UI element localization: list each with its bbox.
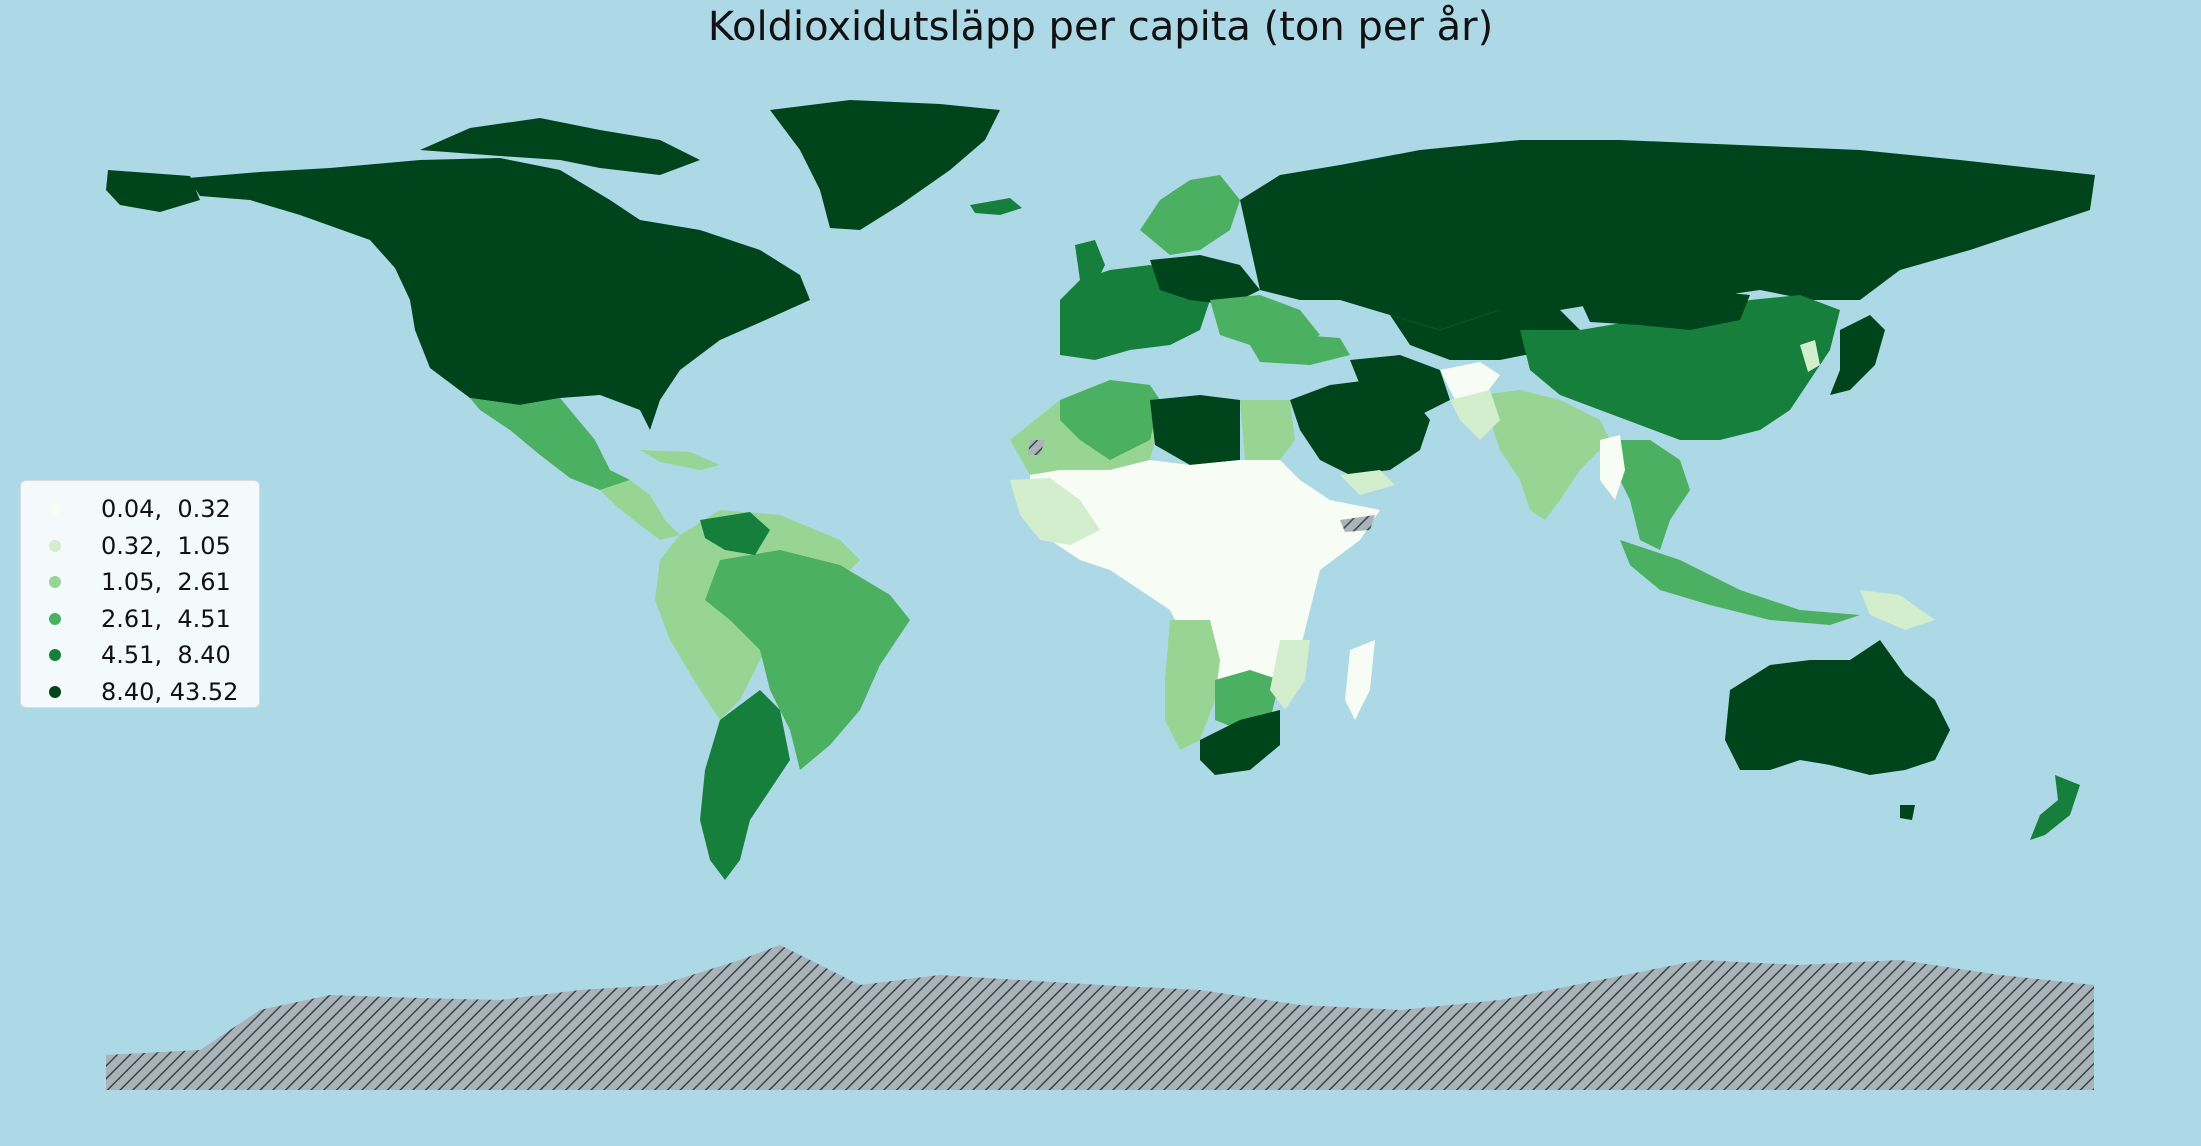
region-algeria xyxy=(1060,380,1160,460)
legend-item: 4.51, 8.40 xyxy=(21,637,259,674)
region-madagascar xyxy=(1345,640,1375,720)
legend-swatch xyxy=(49,649,61,662)
region-mozambique xyxy=(1270,640,1310,710)
legend-label: 1.05, 2.61 xyxy=(101,568,231,597)
legend-item: 0.04, 0.32 xyxy=(21,491,259,528)
region-mexico xyxy=(470,398,630,490)
region-pakistan xyxy=(1450,390,1500,440)
region-middle-east xyxy=(1290,380,1430,475)
region-south-africa xyxy=(1200,710,1280,775)
region-greenland xyxy=(770,100,1000,230)
legend-swatch xyxy=(49,612,61,625)
region-central-america xyxy=(600,480,680,540)
region-india xyxy=(1480,390,1610,520)
legend-item: 2.61, 4.51 xyxy=(21,601,259,638)
region-iran xyxy=(1350,355,1450,415)
region-papua xyxy=(1860,590,1935,630)
region-somaliland xyxy=(1340,515,1375,532)
legend-swatch xyxy=(49,503,61,516)
region-alaska xyxy=(106,170,200,212)
region-new-zealand xyxy=(2030,775,2080,840)
region-venezuela xyxy=(700,512,770,555)
region-indonesia xyxy=(1620,540,1860,625)
region-japan xyxy=(1830,315,1885,395)
region-western-sahara xyxy=(1028,440,1045,455)
legend-label: 2.61, 4.51 xyxy=(101,604,231,633)
legend-label: 8.40, 43.52 xyxy=(101,677,239,706)
legend-swatch xyxy=(49,576,61,589)
region-argentina-chile xyxy=(700,690,790,880)
region-canada-usa xyxy=(188,158,810,430)
legend: 0.04, 0.32 0.32, 1.05 1.05, 2.61 2.61, 4… xyxy=(20,480,260,708)
region-libya xyxy=(1150,395,1240,465)
region-korea xyxy=(1800,340,1820,372)
region-australia xyxy=(1725,640,1950,775)
legend-label: 4.51, 8.40 xyxy=(101,641,231,670)
region-afghanistan xyxy=(1440,362,1500,400)
legend-swatch xyxy=(49,685,61,698)
region-yemen xyxy=(1340,470,1395,495)
region-uk xyxy=(1075,240,1105,285)
legend-swatch xyxy=(49,539,61,552)
region-angola-namibia xyxy=(1165,620,1220,750)
legend-item: 0.32, 1.05 xyxy=(21,528,259,565)
legend-item: 8.40, 43.52 xyxy=(21,674,259,711)
region-southeast-europe xyxy=(1210,295,1320,350)
map-title: Koldioxidutsläpp per capita (ton per år) xyxy=(707,4,1494,50)
region-southeast-asia xyxy=(1610,440,1690,550)
legend-item: 1.05, 2.61 xyxy=(21,564,259,601)
region-scandinavia xyxy=(1140,175,1240,255)
region-china xyxy=(1520,295,1840,440)
legend-label: 0.32, 1.05 xyxy=(101,531,231,560)
region-germany-poland xyxy=(1150,255,1260,305)
region-egypt xyxy=(1240,400,1295,460)
region-brazil xyxy=(705,550,910,770)
region-antarctica xyxy=(106,945,2094,1090)
region-myanmar xyxy=(1600,435,1625,500)
legend-label: 0.04, 0.32 xyxy=(101,495,231,524)
region-caribbean xyxy=(640,450,720,470)
region-canada-islands xyxy=(420,118,700,175)
region-turkey xyxy=(1250,335,1350,365)
region-russia xyxy=(1240,140,2095,330)
region-iceland xyxy=(970,198,1022,215)
region-tasmania xyxy=(1900,805,1915,820)
region-mongolia xyxy=(1580,290,1750,330)
region-west-africa xyxy=(1010,478,1100,545)
